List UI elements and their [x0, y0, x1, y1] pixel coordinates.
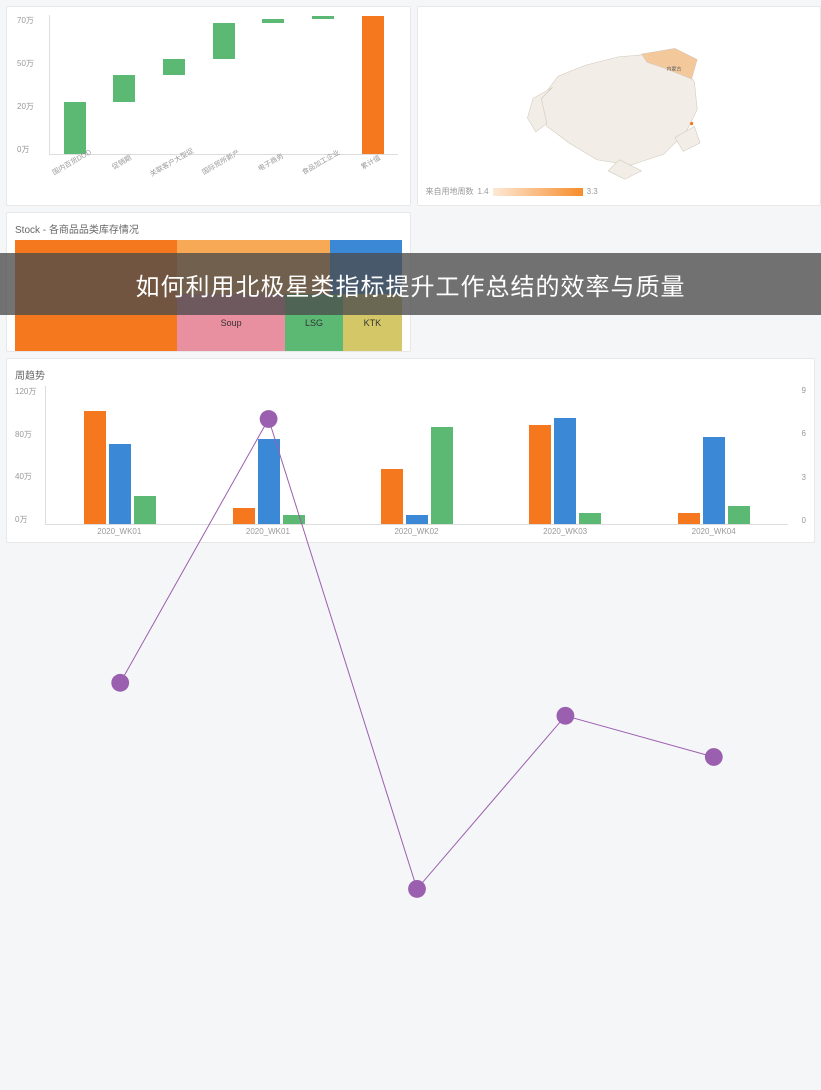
trend-y-axis-right: 0369: [790, 386, 806, 525]
waterfall-card: 0万20万50万70万 国内百货DOD促销期关联客户大型促国际贸所新产电子商务食…: [6, 6, 411, 206]
treemap-label-ktk: KTK: [364, 318, 382, 328]
treemap-label-soup: Soup: [221, 318, 242, 328]
china-map: 内蒙古: [426, 15, 813, 182]
overlay-text: 如何利用北极星类指标提升工作总结的效率与质量: [136, 267, 686, 302]
trend-plot-area: [45, 386, 788, 525]
map-legend-min: 1.4: [478, 187, 489, 196]
trend-chart: 0万40万80万120万 0369 2020_WK012020_WK012020…: [15, 386, 806, 541]
map-marker-dot: [689, 122, 692, 125]
map-legend-gradient: [493, 188, 583, 196]
treemap-label-lsg: LSG: [305, 318, 323, 328]
trend-bar-groups: [46, 386, 788, 524]
trend-x-labels: 2020_WK012020_WK012020_WK022020_WK032020…: [45, 527, 788, 541]
map-legend-max: 3.3: [587, 187, 598, 196]
trend-y-axis-left: 0万40万80万120万: [15, 386, 43, 525]
map-legend: 来自用地周数 1.4 3.3: [426, 186, 813, 197]
waterfall-x-labels: 国内百货DOD促销期关联客户大型促国际贸所新产电子商务食品加工企业累计值: [49, 157, 398, 175]
map-card: 内蒙古 来自用地周数 1.4 3.3: [417, 6, 821, 206]
overlay-banner: 如何利用北极星类指标提升工作总结的效率与质量: [0, 253, 821, 315]
trend-card: 周趋势 0万40万80万120万 0369 2020_WK012020_WK01…: [6, 358, 815, 543]
stock-title: Stock - 各商品品类库存情况: [15, 221, 402, 236]
waterfall-bars: [49, 15, 398, 155]
trend-title: 周趋势: [15, 367, 806, 382]
waterfall-chart: 0万20万50万70万 国内百货DOD促销期关联客户大型促国际贸所新产电子商务食…: [15, 15, 402, 175]
map-legend-label: 来自用地周数: [426, 186, 474, 197]
waterfall-y-axis: 0万20万50万70万: [17, 15, 47, 155]
map-region-label: 内蒙古: [666, 66, 681, 73]
